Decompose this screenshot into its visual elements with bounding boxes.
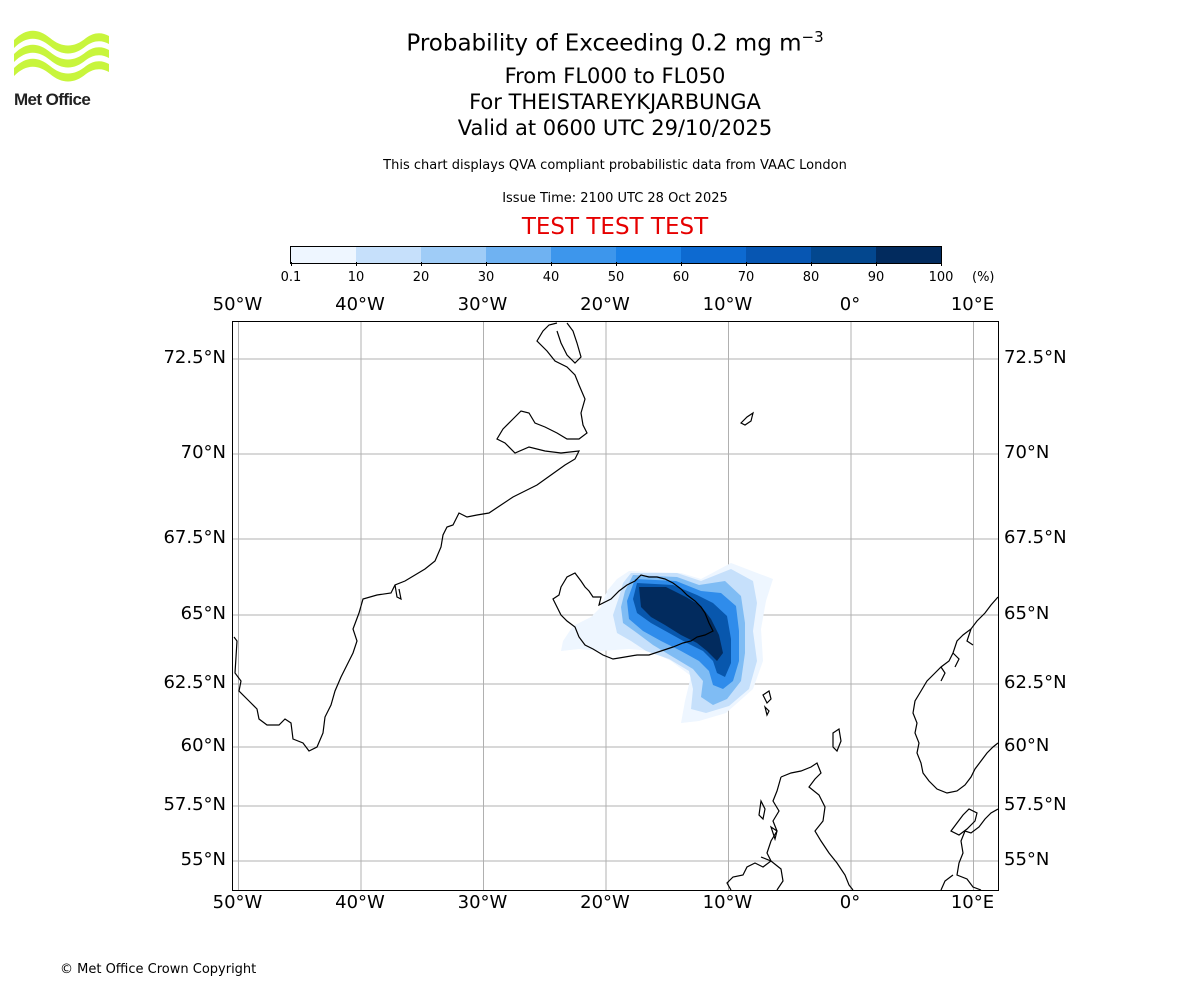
chart-title-superscript: −3 xyxy=(801,28,824,46)
longitude-label-bottom: 10°W xyxy=(702,892,753,913)
met-office-logo: Met Office xyxy=(14,30,109,112)
met-office-logo-text: Met Office xyxy=(14,90,91,109)
scotland-west-coast xyxy=(726,776,782,890)
sweden-denmark-coast xyxy=(956,808,998,890)
colorbar-tick xyxy=(746,262,747,266)
colorbar-tick xyxy=(551,262,552,266)
latitude-label-left: 67.5°N xyxy=(163,527,226,548)
latitude-label-right: 72.5°N xyxy=(1004,347,1067,368)
latitude-label-right: 70°N xyxy=(1004,442,1050,463)
ireland-coast xyxy=(760,856,784,890)
longitude-label-top: 20°W xyxy=(580,294,630,315)
scotland-coast xyxy=(780,762,854,890)
greenland-coast xyxy=(233,322,588,752)
latitude-label-right: 67.5°N xyxy=(1004,527,1067,548)
longitude-label-top: 0° xyxy=(839,294,861,315)
colorbar-segment xyxy=(746,247,811,263)
latitude-label-left: 72.5°N xyxy=(163,347,226,368)
latitude-label-left: 70°N xyxy=(180,442,226,463)
latitude-label-left: 55°N xyxy=(180,849,226,870)
colorbar-tick-label: 80 xyxy=(802,270,820,285)
volcano-name: For THEISTAREYKJARBUNGA xyxy=(469,90,761,114)
map-panel[interactable] xyxy=(232,321,999,891)
colorbar-unit: (%) xyxy=(972,270,995,285)
colorbar-tick-label: 100 xyxy=(928,270,954,285)
colorbar-tick xyxy=(681,262,682,266)
latitude-label-left: 57.5°N xyxy=(163,794,226,815)
colorbar-segment xyxy=(551,247,616,263)
colorbar-segment xyxy=(421,247,486,263)
map-svg xyxy=(233,322,998,890)
latitude-label-right: 55°N xyxy=(1004,849,1050,870)
colorbar-tick xyxy=(876,262,877,266)
longitude-label-bottom: 40°W xyxy=(335,892,385,913)
germany-coast xyxy=(940,874,954,890)
colorbar-tick-label: 0.1 xyxy=(280,270,302,285)
longitude-label-top: 10°W xyxy=(702,294,753,315)
colorbar-segment xyxy=(356,247,421,263)
colorbar-segment xyxy=(486,247,551,263)
colorbar-tick-label: 10 xyxy=(347,270,365,285)
flight-level-range: From FL000 to FL050 xyxy=(504,64,726,88)
chart-title: Probability of Exceeding 0.2 mg m−3 xyxy=(315,28,915,57)
colorbar-segment xyxy=(616,247,681,263)
latitude-label-left: 62.5°N xyxy=(163,672,226,693)
longitude-label-top: 30°W xyxy=(457,294,508,315)
latitude-label-right: 65°N xyxy=(1004,603,1050,624)
longitude-label-bottom: 20°W xyxy=(580,892,630,913)
ash-probability-field xyxy=(561,563,773,723)
greenland-coast-east xyxy=(556,322,582,364)
colorbar-tick xyxy=(616,262,617,266)
norway-fjords xyxy=(940,628,974,682)
colorbar-segment xyxy=(876,247,941,263)
colorbar-tick xyxy=(291,262,292,266)
colorbar-tick xyxy=(486,262,487,266)
colorbar-tick-label: 70 xyxy=(737,270,755,285)
probability-colorbar xyxy=(290,246,942,264)
colorbar-segment xyxy=(291,247,356,263)
colorbar-tick xyxy=(356,262,357,266)
valid-time: Valid at 0600 UTC 29/10/2025 xyxy=(457,116,773,140)
longitude-label-bottom: 0° xyxy=(839,892,861,913)
longitude-label-top: 50°W xyxy=(212,294,263,315)
colorbar-segment xyxy=(681,247,746,263)
latitude-label-right: 62.5°N xyxy=(1004,672,1067,693)
colorbar-tick xyxy=(941,262,942,266)
longitude-label-top: 10°E xyxy=(950,294,995,315)
greenland-fjord xyxy=(394,584,402,601)
latitude-label-right: 57.5°N xyxy=(1004,794,1067,815)
test-banner: TEST TEST TEST xyxy=(521,214,709,240)
colorbar-tick-label: 30 xyxy=(477,270,495,285)
issue-time: Issue Time: 2100 UTC 28 Oct 2025 xyxy=(502,191,728,206)
chart-description: This chart displays QVA compliant probab… xyxy=(383,158,847,173)
colorbar-tick-label: 40 xyxy=(542,270,560,285)
ash-prob-90-100 xyxy=(639,587,723,661)
longitude-label-top: 40°W xyxy=(335,294,385,315)
shetland-islands xyxy=(832,727,842,753)
colorbar-tick xyxy=(811,262,812,266)
colorbar-tick-label: 20 xyxy=(412,270,430,285)
colorbar-tick-label: 90 xyxy=(867,270,885,285)
denmark-coast xyxy=(950,808,978,836)
chart-title-text: Probability of Exceeding 0.2 mg m xyxy=(406,30,802,57)
longitude-label-bottom: 50°W xyxy=(212,892,263,913)
latitude-label-left: 60°N xyxy=(180,735,226,756)
longitude-label-bottom: 30°W xyxy=(457,892,508,913)
colorbar-tick-label: 60 xyxy=(672,270,690,285)
latitude-label-right: 60°N xyxy=(1004,735,1050,756)
hebrides xyxy=(758,799,778,842)
latitude-label-left: 65°N xyxy=(180,603,226,624)
norway-coast xyxy=(912,596,998,794)
colorbar-segment xyxy=(811,247,876,263)
longitude-label-bottom: 10°E xyxy=(950,892,995,913)
jan-mayen xyxy=(739,411,754,426)
copyright-notice: © Met Office Crown Copyright xyxy=(60,962,257,977)
colorbar-tick-label: 50 xyxy=(607,270,625,285)
iceland-coast xyxy=(552,572,714,660)
coastlines xyxy=(233,322,998,890)
faroe-islands xyxy=(762,690,772,717)
met-office-wave-icon xyxy=(14,30,109,82)
colorbar-tick xyxy=(421,262,422,266)
